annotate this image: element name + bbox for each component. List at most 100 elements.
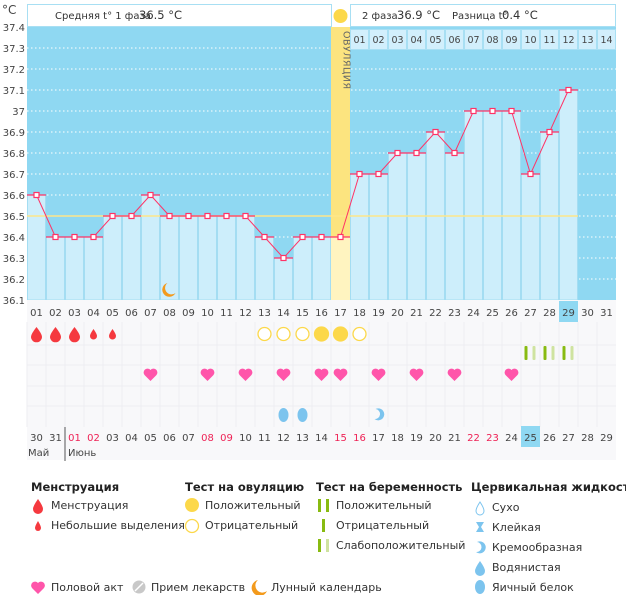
temperature-point: [337, 233, 344, 241]
cycle-day-label: 16: [315, 308, 328, 319]
month-label: Май: [28, 448, 49, 459]
legend-ovulation-title: Тест на овуляцию: [185, 480, 305, 494]
temperature-point: [147, 191, 154, 199]
today-date-highlight: [521, 426, 540, 447]
moon-icon: [251, 580, 267, 595]
current-day-highlight: [559, 301, 578, 322]
date-label: 21: [448, 433, 461, 444]
legend-preg-positive: Положительный: [336, 499, 432, 512]
phase2-day: 09: [505, 35, 517, 46]
cycle-day-label: 19: [372, 308, 385, 319]
phase2-day: 07: [467, 35, 479, 46]
phase2-value: 36.9 °C: [397, 8, 440, 22]
date-label: 11: [258, 433, 271, 444]
y-tick-label: 36.5: [3, 212, 25, 223]
phase2-day-cell: [521, 29, 540, 50]
legend-medication: Прием лекарств: [151, 581, 246, 594]
temperature-bar: [236, 215, 255, 301]
cycle-day-label: 04: [87, 308, 100, 319]
temperature-point: [166, 212, 173, 220]
temperature-point: [261, 233, 268, 241]
cycle-day-label: 06: [125, 308, 138, 319]
cycle-day-label: 08: [163, 308, 176, 319]
phase2-label: 2 фаза: [362, 11, 398, 22]
date-label: 03: [106, 433, 119, 444]
y-tick-label: 37.2: [3, 65, 25, 76]
phase2-day-cell: [407, 29, 426, 50]
temperature-bar: [350, 173, 369, 301]
diff-value: 0.4 °C: [502, 8, 538, 22]
temperature-point: [394, 149, 401, 157]
date-label: 02: [87, 433, 100, 444]
y-tick-label: 36.7: [3, 170, 25, 181]
temperature-point: [52, 233, 59, 241]
temperature-point: [489, 107, 496, 115]
phase2-day: 13: [581, 35, 593, 46]
date-label: 28: [581, 433, 594, 444]
temperature-point: [470, 107, 477, 115]
cycle-day-label: 12: [239, 308, 252, 319]
egg-white-icon: [297, 408, 308, 422]
cycle-day-label: 07: [144, 308, 157, 319]
date-label: 31: [49, 433, 62, 444]
blood-drop-icon: [33, 499, 43, 514]
preg-test-faint-line-icon: [570, 346, 574, 360]
date-label: 14: [315, 433, 328, 444]
cycle-day-label: 17: [334, 308, 347, 319]
date-label: 29: [600, 433, 613, 444]
ovu-negative-icon: [184, 518, 200, 534]
phase2-day-cell: [445, 29, 464, 50]
phase1-value: 36.5 °C: [139, 8, 182, 22]
temperature-point: [128, 212, 135, 220]
phase2-day: 04: [410, 35, 422, 46]
cycle-day-label: 21: [410, 308, 423, 319]
cycle-day-label: 28: [543, 308, 556, 319]
date-label: 22: [467, 433, 480, 444]
preg-test-faint-line-icon: [551, 346, 555, 360]
y-tick-label: 36.8: [3, 149, 25, 160]
heart-icon: [276, 368, 291, 381]
heart-icon: [504, 368, 519, 381]
y-tick-label: 36.9: [3, 128, 25, 139]
ovu-test-negative-icon: [295, 326, 310, 342]
temperature-point: [242, 212, 249, 220]
legend-creamy: Кремообразная: [492, 541, 583, 554]
heart-icon: [238, 368, 253, 381]
legend-sticky: Клейкая: [492, 521, 541, 534]
cycle-day-label: 10: [201, 308, 214, 319]
temperature-bar: [84, 236, 103, 301]
preg-test-line-icon: [543, 346, 547, 360]
cycle-day-label: 14: [277, 308, 290, 319]
y-tick-label: 36.6: [3, 191, 25, 202]
phase2-day-cell: [483, 29, 502, 50]
heart-icon: [409, 368, 424, 381]
temperature-point: [356, 170, 363, 178]
temperature-point: [432, 128, 439, 136]
temperature-bar: [27, 194, 46, 301]
cycle-day-label: 31: [600, 308, 613, 319]
phase1-header: [27, 4, 332, 27]
y-tick-label: 36.1: [3, 296, 25, 307]
phase2-day-cell: [540, 29, 559, 50]
preg-test-faint-line-icon: [532, 346, 536, 360]
temperature-bar: [274, 257, 293, 301]
legend-pregnancy-title: Тест на беременность: [316, 480, 463, 494]
temperature-bar: [255, 236, 274, 301]
temperature-point: [546, 128, 553, 136]
legend-egg-white: Яичный белок: [492, 581, 574, 594]
temperature-point: [375, 170, 382, 178]
cycle-day-label: 13: [258, 308, 271, 319]
egg-white-icon: [475, 580, 485, 594]
heart-icon: [200, 368, 215, 381]
blood-drop-icon: [50, 327, 61, 343]
date-label: 10: [239, 433, 252, 444]
date-label: 30: [30, 433, 43, 444]
date-label: 19: [410, 433, 423, 444]
phase2-day-cell: [369, 29, 388, 50]
phase2-day: 06: [448, 35, 460, 46]
cycle-day-label: 15: [296, 308, 309, 319]
preg-faint-icon: [326, 539, 329, 552]
temperature-point: [508, 107, 515, 115]
preg-negative-icon: [322, 519, 325, 532]
